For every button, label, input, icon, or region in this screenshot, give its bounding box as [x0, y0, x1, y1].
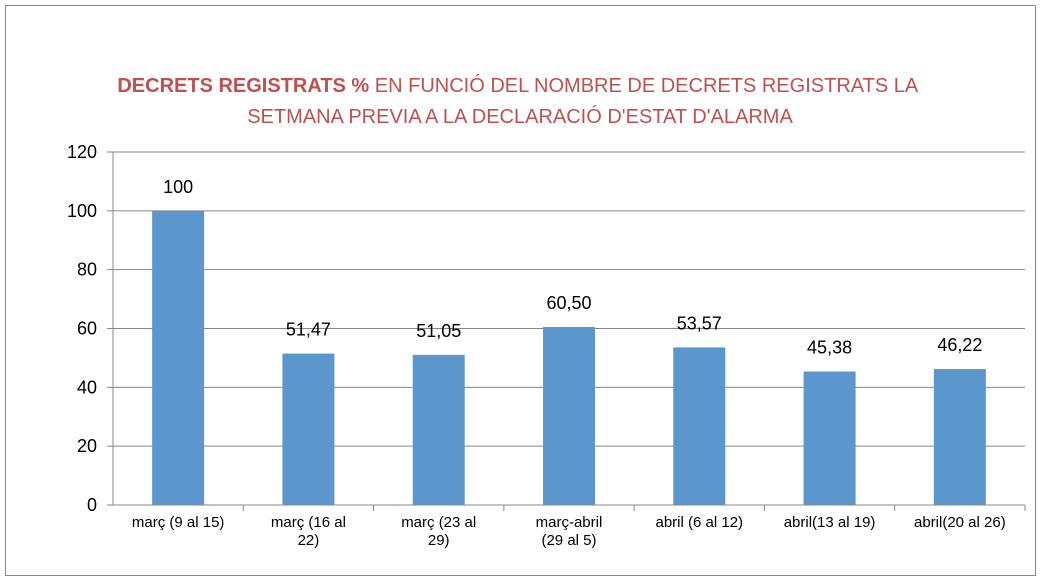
y-tick-label: 20	[77, 436, 97, 456]
data-label: 46,22	[937, 335, 982, 355]
bar	[803, 371, 856, 505]
bar	[152, 210, 205, 506]
title-rest: EN FUNCIÓ DEL NOMBRE DE DECRETS REGISTRA…	[375, 74, 919, 97]
chart-title: DECRETS REGISTRATS % EN FUNCIÓ DEL NOMBR…	[117, 74, 922, 128]
title-bold: DECRETS REGISTRATS %	[117, 75, 369, 97]
x-tick-label: març (23 al 29)	[401, 514, 477, 549]
y-tick-label: 0	[87, 495, 97, 515]
y-tick-label: 100	[67, 201, 97, 221]
bar	[412, 354, 465, 505]
y-tick-label: 120	[67, 142, 97, 162]
y-tick-label: 80	[77, 260, 97, 280]
title-line2: SETMANA PREVIA A LA DECLARACIÓ D'ESTAT D…	[247, 105, 793, 128]
data-label: 53,57	[677, 313, 722, 333]
bar	[933, 369, 986, 505]
bar	[282, 353, 335, 505]
y-tick-label: 40	[77, 377, 97, 397]
bar	[543, 327, 595, 505]
data-label: 51,47	[286, 320, 331, 340]
x-tick-label: abril(13 al 19)	[783, 514, 876, 531]
x-tick-label: març (16 al 22)	[270, 514, 346, 549]
x-tick-label: abril(20 al 26)	[913, 514, 1006, 531]
y-tick-label: 60	[77, 319, 97, 339]
x-tick-label: març (9 al 15)	[131, 514, 225, 531]
bar	[673, 347, 726, 505]
data-label: 45,38	[807, 338, 852, 358]
x-tick-label: març-abril (29 al 5)	[535, 514, 603, 549]
data-label: 100	[163, 177, 193, 197]
data-label: 51,05	[416, 321, 461, 341]
x-tick-label: abril (6 al 12)	[655, 514, 744, 531]
data-label: 60,50	[546, 293, 591, 313]
